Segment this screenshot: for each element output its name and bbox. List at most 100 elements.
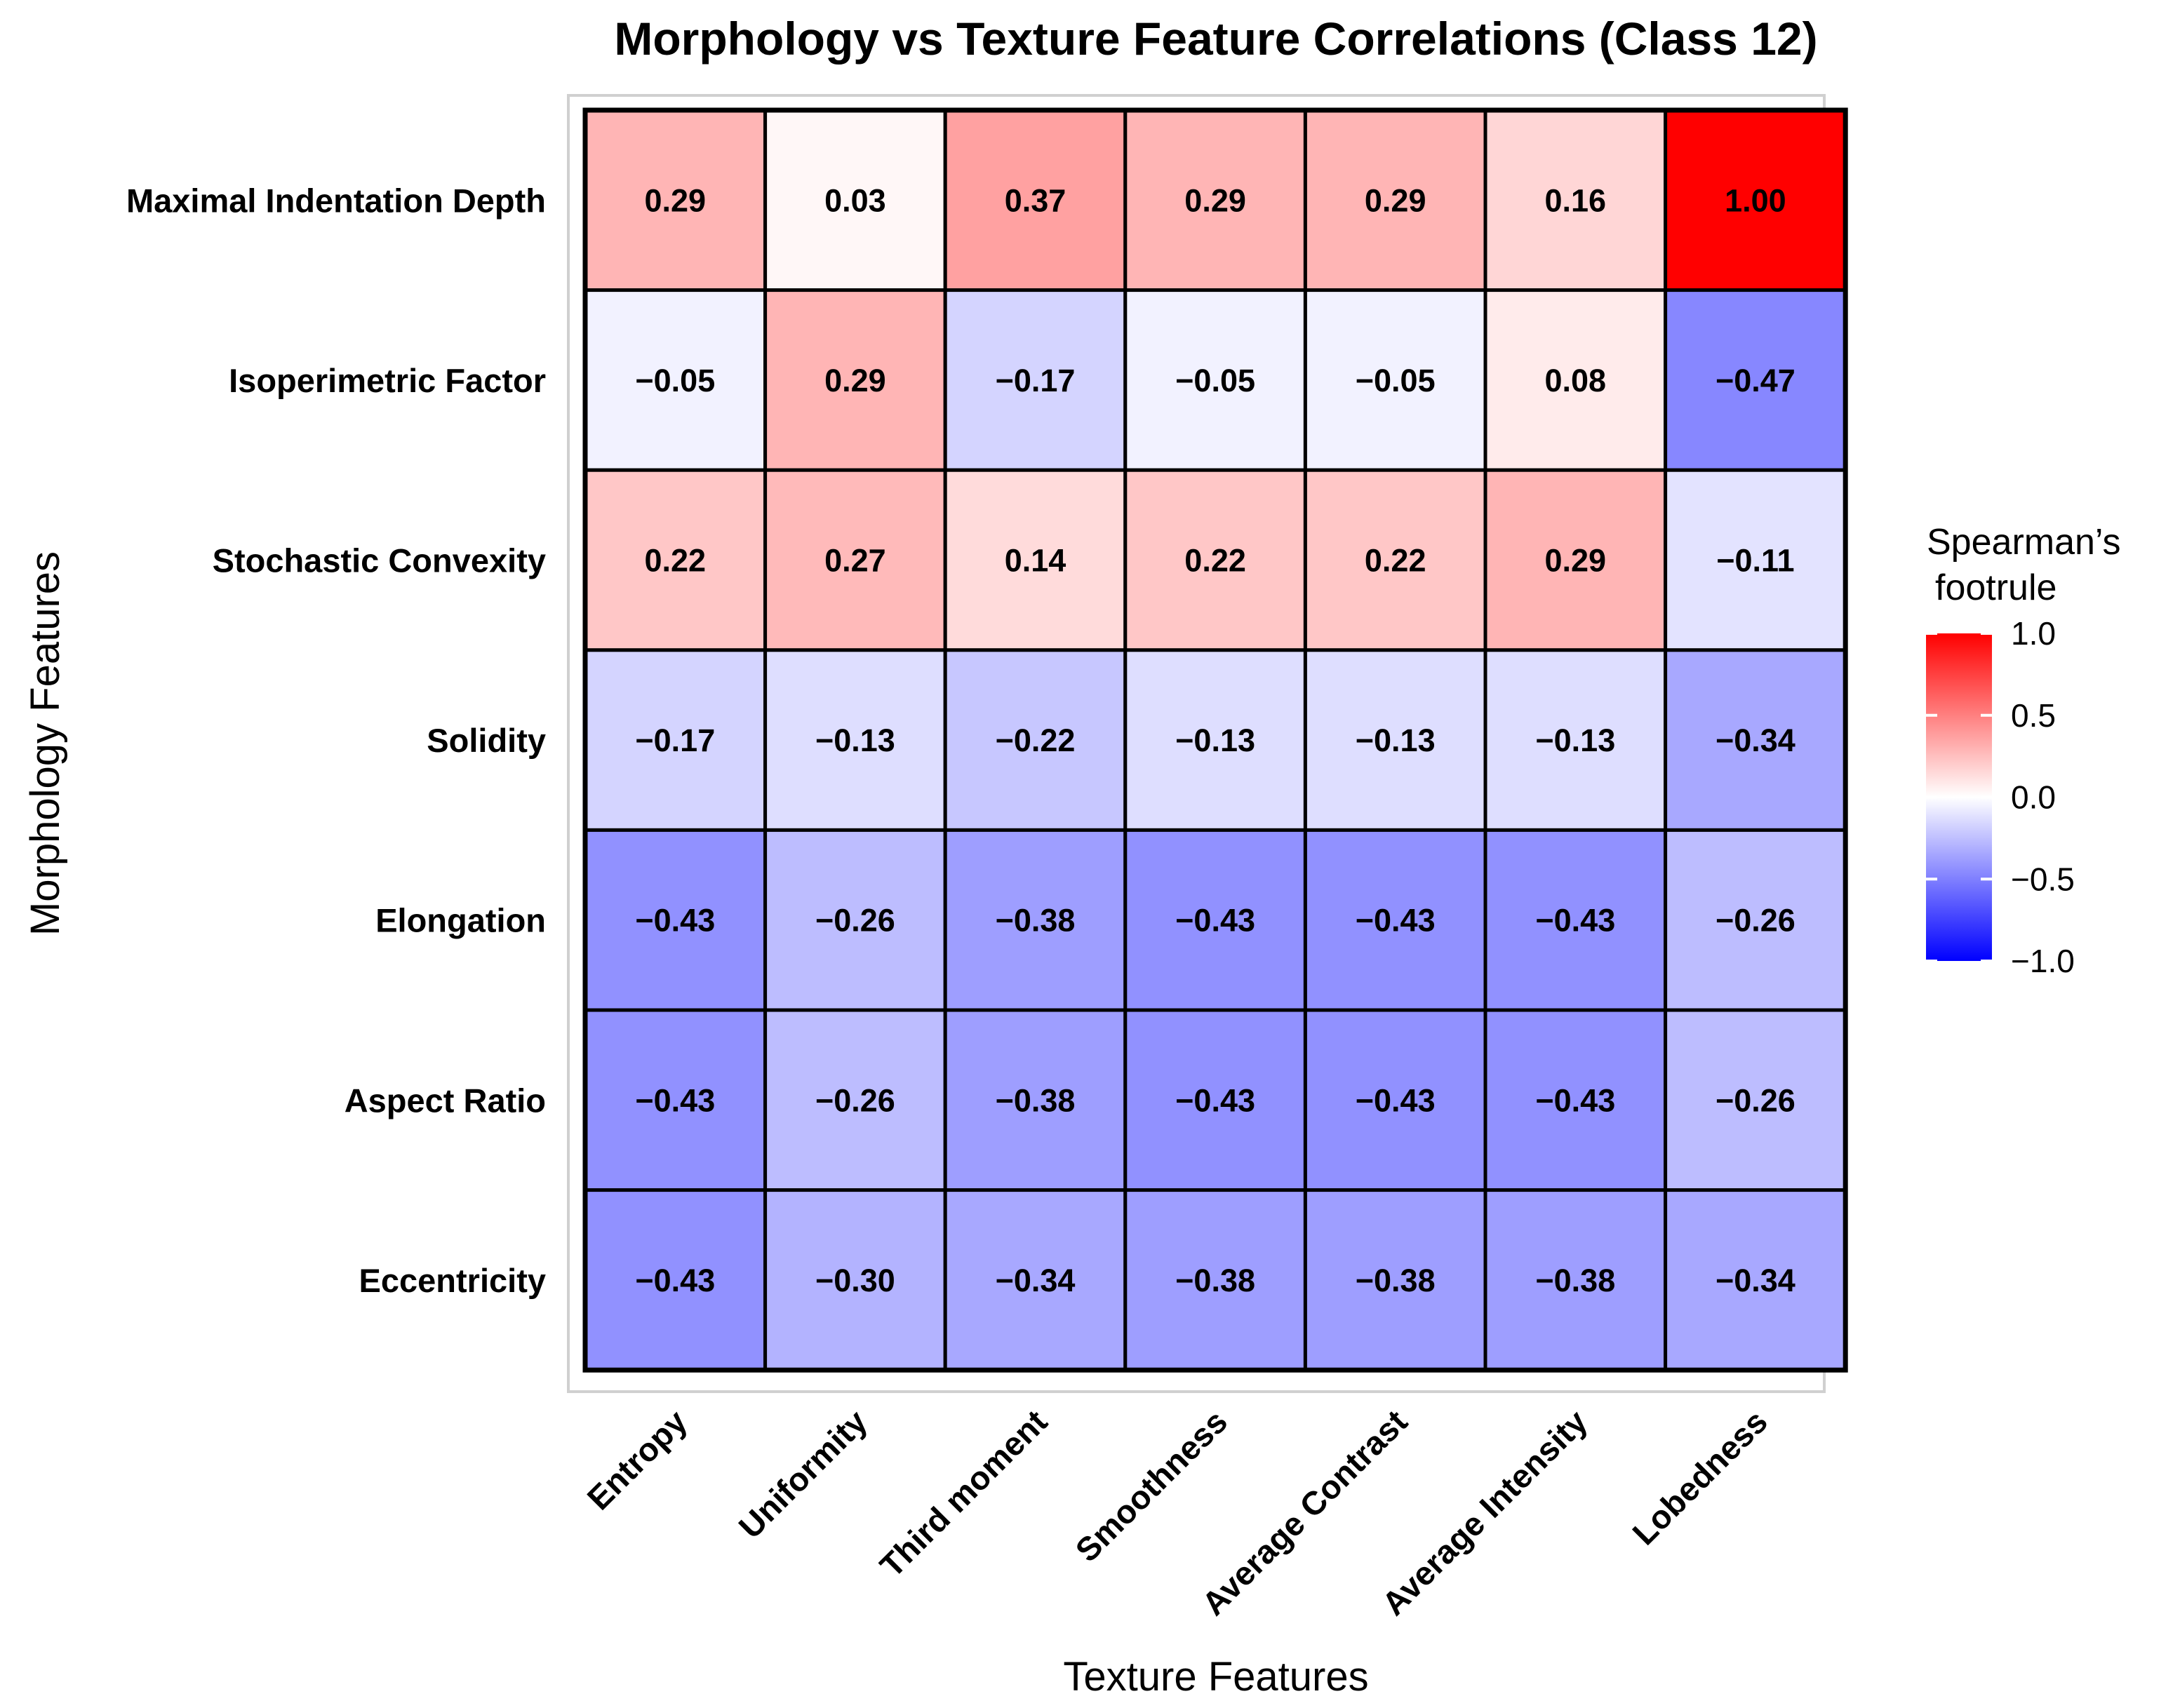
- row-label: Aspect Ratio: [345, 1082, 546, 1119]
- heatmap-cell: [1123, 828, 1307, 1012]
- column-label: Third moment: [873, 1402, 1055, 1584]
- heatmap-cell: [1664, 828, 1847, 1012]
- cell-value-label: −0.26: [815, 903, 895, 939]
- row-labels: Maximal Indentation Depth Isoperimetric F…: [126, 182, 546, 1299]
- heatmap-cell: [763, 288, 947, 472]
- cell-value-label: −0.13: [1175, 722, 1255, 758]
- row-label: Stochastic Convexity: [213, 542, 546, 579]
- legend-tick-label: −1.0: [2011, 943, 2075, 979]
- heatmap-cell: [1664, 1008, 1847, 1192]
- cell-value-label: −0.43: [635, 1082, 715, 1118]
- cell-value-label: 0.37: [1005, 182, 1066, 218]
- x-axis-title: Texture Features: [1063, 1654, 1368, 1700]
- heatmap-cell: [1123, 288, 1307, 472]
- heatmap-cell: [1303, 1008, 1487, 1192]
- cell-value-label: −0.38: [1535, 1263, 1615, 1298]
- cell-value-label: −0.13: [1535, 722, 1615, 758]
- legend-tick-label: 0.0: [2011, 779, 2056, 816]
- row-label: Elongation: [375, 902, 546, 939]
- cell-value-label: −0.11: [1716, 543, 1794, 579]
- cell-value-label: −0.17: [635, 722, 715, 758]
- column-label: Uniformity: [731, 1403, 874, 1546]
- heatmap-cell: [1483, 468, 1668, 652]
- cell-value-label: −0.22: [996, 722, 1076, 758]
- cell-value-label: −0.43: [1535, 903, 1615, 939]
- heatmap-cell: [763, 828, 947, 1012]
- row-label: Eccentricity: [359, 1262, 546, 1299]
- heatmap-cell: [1664, 468, 1847, 652]
- color-legend: Spearman’s footrule 1.0 0.5 0.0 −0.5 −1.0: [1926, 522, 2121, 979]
- cell-value-label: −0.43: [1175, 903, 1255, 939]
- heatmap-cell: [1483, 1008, 1668, 1192]
- chart-title: Morphology vs Texture Feature Correlatio…: [614, 13, 1817, 65]
- heatmap-cell: [763, 1188, 947, 1372]
- heatmap-cell: [943, 828, 1128, 1012]
- heatmap-outer-border: [582, 107, 1848, 1373]
- cell-value-label: 0.08: [1545, 363, 1607, 398]
- cell-value-label: −0.13: [1356, 722, 1436, 758]
- cell-value-label: 0.27: [824, 543, 886, 579]
- cell-value-label: 1.00: [1725, 182, 1786, 218]
- column-label: Smoothness: [1068, 1403, 1234, 1569]
- cell-value-label: −0.34: [996, 1263, 1076, 1298]
- heatmap-cell: [1664, 288, 1847, 472]
- legend-ticks: 1.0 0.5 0.0 −0.5 −1.0: [1926, 615, 2075, 979]
- cell-value-label: 0.29: [1184, 182, 1246, 218]
- cell-value-label: −0.13: [815, 722, 895, 758]
- cell-value-label: −0.38: [996, 903, 1076, 939]
- heatmap-cell: [763, 468, 947, 652]
- heatmap-cell: [1483, 648, 1668, 832]
- cell-value-label: −0.05: [1175, 363, 1255, 398]
- row-label: Maximal Indentation Depth: [126, 182, 546, 219]
- y-axis-title: Morphology Features: [22, 551, 68, 936]
- cell-value-label: 0.03: [824, 182, 886, 218]
- cell-value-label: 0.29: [824, 363, 886, 398]
- cell-value-label: −0.43: [1175, 1082, 1255, 1118]
- cell-value-label: 0.16: [1545, 182, 1607, 218]
- heatmap-cell: [763, 108, 947, 292]
- cell-value-label: 0.29: [645, 182, 707, 218]
- row-label: Isoperimetric Factor: [229, 362, 546, 399]
- heatmap-cells: 0.29 0.03 0.37 0.29 0.29 0.16 1.00 −0.05 0.29 −0.…: [582, 107, 1848, 1373]
- heatmap-cell: [1483, 108, 1668, 292]
- heatmap-cell: [1664, 108, 1847, 292]
- cell-value-label: −0.26: [1716, 1082, 1796, 1118]
- legend-tick-label: 1.0: [2011, 615, 2056, 652]
- cell-value-label: −0.26: [815, 1082, 895, 1118]
- heatmap-cell: [1123, 468, 1307, 652]
- cell-value-label: −0.05: [1356, 363, 1436, 398]
- cell-value-label: −0.30: [815, 1263, 895, 1298]
- heatmap-cell: [1123, 108, 1307, 292]
- cell-value-label: 0.29: [1545, 543, 1607, 579]
- cell-value-label: 0.22: [1365, 543, 1426, 579]
- cell-value-label: 0.22: [1184, 543, 1246, 579]
- heatmap-cell: [1483, 1188, 1668, 1372]
- heatmap-cell: [1123, 1188, 1307, 1372]
- cell-value-label: 0.22: [645, 543, 707, 579]
- cell-value-label: −0.43: [635, 903, 715, 939]
- cell-value-label: −0.47: [1716, 363, 1796, 398]
- cell-value-label: −0.43: [1356, 1082, 1436, 1118]
- cell-value-label: −0.43: [1356, 903, 1436, 939]
- heatmap-cell: [943, 468, 1128, 652]
- row-label: Solidity: [427, 722, 546, 759]
- column-label: Entropy: [580, 1403, 694, 1517]
- heatmap-cell: [583, 468, 768, 652]
- heatmap-cell: [1123, 1008, 1307, 1192]
- heatmap-cell: [583, 828, 768, 1012]
- heatmap-cell: [1303, 648, 1487, 832]
- cell-value-label: −0.34: [1716, 722, 1796, 758]
- cell-value-label: 0.14: [1005, 543, 1066, 579]
- legend-tick-label: −0.5: [2011, 861, 2075, 897]
- cell-value-label: 0.29: [1365, 182, 1426, 218]
- cell-value-label: −0.17: [996, 363, 1076, 398]
- cell-value-label: −0.38: [996, 1082, 1076, 1118]
- legend-tick-label: 0.5: [2011, 697, 2056, 734]
- cell-value-label: −0.38: [1356, 1263, 1436, 1298]
- cell-value-label: −0.05: [635, 363, 715, 398]
- heatmap-cell: [763, 648, 947, 832]
- legend-title-line-2: footrule: [1935, 567, 2057, 608]
- heatmap-cell: [1303, 288, 1487, 472]
